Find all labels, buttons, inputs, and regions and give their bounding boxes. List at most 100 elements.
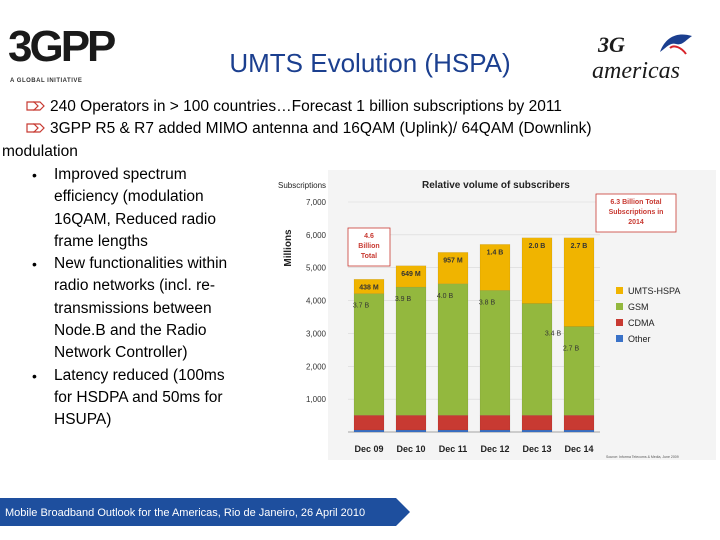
slide-body: 240 Operators in > 100 countries…Forecas… (2, 96, 716, 163)
bar-gsm (395, 286, 427, 416)
callout-box (347, 227, 391, 267)
gsm-value-label: 3.4 B (545, 331, 562, 338)
gsm-value-label: 3.9 B (395, 296, 412, 303)
chart-source: Source: Informa Telecoms & Media, June 2… (606, 455, 679, 459)
footer-banner: Mobile Broadband Outlook for the America… (0, 498, 410, 526)
slide-title: UMTS Evolution (HSPA) (229, 48, 511, 78)
bar-gsm (563, 326, 595, 416)
legend-swatch (616, 319, 623, 326)
umts-value-label: 649 M (401, 271, 421, 278)
legend-swatch (616, 335, 623, 342)
bar-other (563, 429, 595, 433)
callout-text: 4.6 (364, 233, 374, 240)
y-tick-label: 4,000 (306, 297, 327, 306)
bullet-text: Network Controller) (54, 344, 188, 362)
legend-label: CDMA (628, 318, 655, 328)
bar-cdma (521, 415, 553, 431)
bar-cdma (395, 415, 427, 431)
body-line-2: 3GPP R5 & R7 added MIMO antenna and 16QA… (26, 118, 716, 140)
y-tick-label: 3,000 (306, 329, 327, 338)
bar-umts-hspa (353, 279, 385, 294)
bar-cdma (479, 415, 511, 431)
body-line-continuation: modulation (2, 142, 78, 160)
callout-text: Total (361, 253, 377, 260)
callout-text: 2014 (628, 219, 644, 226)
legend-swatch (616, 303, 623, 310)
y-tick-label: 6,000 (306, 231, 327, 240)
y-tick-label: 7,000 (306, 198, 327, 207)
legend-label: Other (628, 334, 651, 344)
bar-cdma (353, 415, 385, 431)
chart-corner-label: Subscriptions (278, 181, 326, 190)
y-tick-label: 1,000 (306, 395, 327, 404)
bar-umts-hspa (479, 244, 511, 291)
umts-value-label: 2.7 B (571, 243, 588, 250)
y-axis-label: Millions (283, 229, 294, 267)
bullet-text: Latency reduced (100ms (54, 366, 225, 384)
legend-label: GSM (628, 302, 649, 312)
bar-gsm (437, 283, 469, 416)
bullet-text: for HSDPA and 50ms for (54, 388, 223, 406)
3g-americas-logo: 3G americas (580, 28, 710, 88)
footer-text: Mobile Broadband Outlook for the America… (5, 507, 365, 519)
callout-text: Billion (358, 243, 379, 250)
umts-value-label: 438 M (359, 284, 379, 291)
bar-other (479, 429, 511, 433)
3g-americas-logo-bottom: americas (592, 58, 680, 84)
bar-other (353, 429, 385, 433)
bullet-text: transmissions between (54, 299, 212, 317)
y-tick-label: 5,000 (306, 264, 327, 273)
bullet-item: Latency reduced (100ms for HSDPA and 50m… (26, 365, 276, 432)
callout-box (595, 193, 677, 233)
bullet-text: efficiency (modulation (54, 188, 204, 206)
bar-umts-hspa (437, 252, 469, 285)
bullet-text: radio networks (incl. re- (54, 277, 216, 295)
bullet-text: New functionalities within (54, 255, 228, 273)
gsm-value-label: 2.7 B (563, 346, 580, 353)
x-tick-label: Dec 09 (354, 444, 383, 454)
bullet-item: Improved spectrum efficiency (modulation… (26, 164, 276, 253)
bar-gsm (521, 303, 553, 416)
legend-label: UMTS-HSPA (628, 286, 680, 296)
chart-title: Relative volume of subscribers (422, 180, 570, 191)
x-tick-label: Dec 11 (439, 444, 468, 454)
body-line-2-text: 3GPP R5 & R7 added MIMO antenna and 16QA… (50, 120, 592, 138)
bar-cdma (563, 415, 595, 431)
legend-swatch (616, 287, 623, 294)
callout-text: 6.3 Billion Total (610, 199, 661, 206)
bar-other (437, 429, 469, 433)
gsm-value-label: 4.0 B (437, 293, 454, 300)
bullet-text: HSUPA) (54, 411, 112, 429)
umts-value-label: 1.4 B (487, 249, 504, 256)
umts-value-label: 957 M (443, 257, 463, 264)
bar-gsm (353, 293, 385, 416)
bullet-text: Improved spectrum (54, 166, 187, 183)
y-tick-label: 2,000 (306, 362, 327, 371)
bar-umts-hspa (395, 265, 427, 288)
x-tick-label: Dec 13 (522, 444, 551, 454)
body-line-1: 240 Operators in > 100 countries…Forecas… (26, 96, 716, 118)
bar-other (395, 429, 427, 433)
3g-americas-logo-top: 3G (598, 32, 625, 57)
americas-flag-icon (660, 34, 692, 55)
3gpp-logo-tagline: A GLOBAL INITIATIVE (10, 78, 83, 84)
bar-gsm (479, 290, 511, 416)
3gpp-logo: 3GPP A GLOBAL INITIATIVE (8, 22, 128, 92)
x-tick-label: Dec 12 (480, 444, 509, 454)
body-line-1-text: 240 Operators in > 100 countries…Forecas… (50, 98, 562, 115)
3gpp-logo-mark: 3GPP (8, 22, 116, 71)
bar-other (521, 429, 553, 433)
bar-umts-hspa (521, 237, 553, 304)
callout-text: Subscriptions in (609, 209, 664, 216)
gsm-value-label: 3.7 B (353, 303, 370, 310)
bullet-text: 16QAM, Reduced radio (54, 210, 216, 228)
bullet-item: New functionalities within radio network… (26, 253, 276, 364)
umts-value-label: 2.0 B (529, 243, 546, 250)
x-tick-label: Dec 14 (564, 444, 593, 454)
arrow-icon (26, 123, 45, 133)
arrow-icon (26, 101, 45, 111)
x-tick-label: Dec 10 (396, 444, 425, 454)
bullet-text: Node.B and the Radio (54, 322, 207, 340)
subscribers-chart: Relative volume of subscribers Subscripti… (278, 170, 716, 460)
bullet-list: Improved spectrum efficiency (modulation… (26, 164, 276, 432)
